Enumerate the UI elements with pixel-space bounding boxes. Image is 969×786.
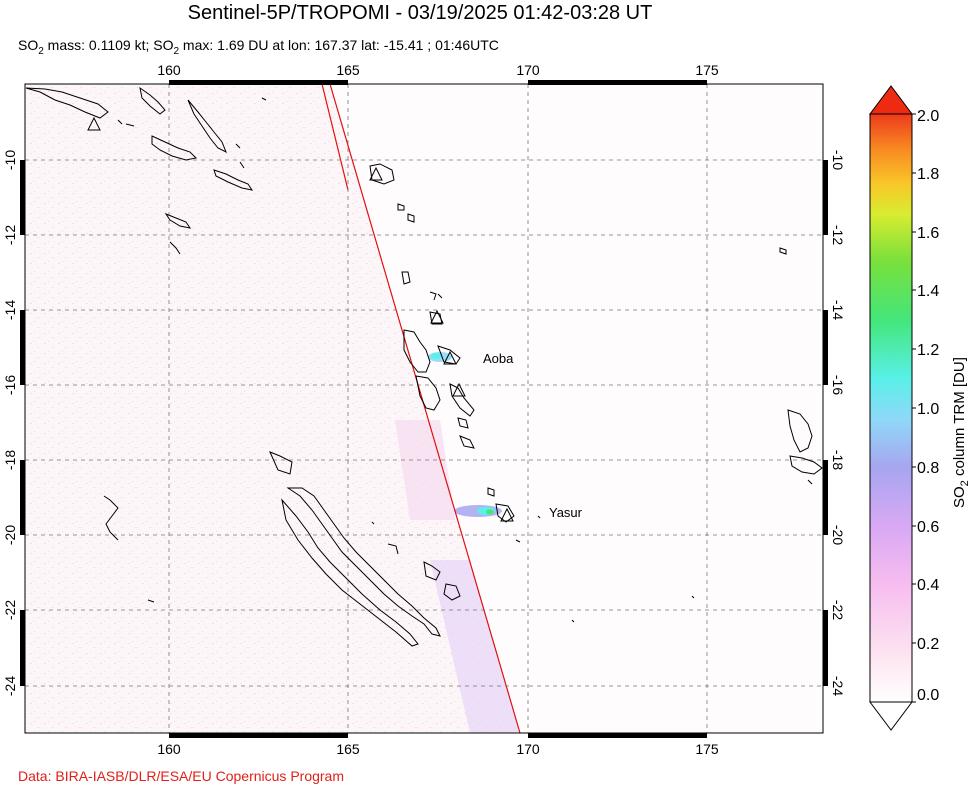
y-tick-right: -22 <box>830 600 846 620</box>
aoba-volcano-icon <box>443 350 457 365</box>
map-frame <box>24 83 824 734</box>
so2-swath <box>25 84 823 733</box>
volcano-marker-icon <box>452 382 466 397</box>
colorbar-min-arrow <box>869 701 913 731</box>
x-tick-bottom: 165 <box>336 741 360 757</box>
colorbar-gradient <box>869 113 913 703</box>
y-tick-right: -20 <box>830 525 846 545</box>
y-tick-right: -24 <box>830 676 846 696</box>
y-tick-left: -16 <box>2 375 18 395</box>
volcano-marker-icon <box>430 309 444 324</box>
colorbar-title: SO2 column TRM [DU] <box>951 357 969 508</box>
y-tick-right: -12 <box>830 225 846 245</box>
x-tick-bottom: 170 <box>516 741 540 757</box>
colorbar-tick: 1.6 <box>917 225 939 242</box>
colorbar: 0.0 0.2 0.4 0.6 0.8 1.0 1.2 1.4 1.6 1.8 … <box>869 85 969 731</box>
map-grid <box>25 84 823 733</box>
map-plot-area: Aoba Yasur 160 165 170 175 160 165 170 1… <box>2 62 846 757</box>
y-tick-right: -14 <box>830 300 846 320</box>
x-tick-top: 175 <box>695 62 719 78</box>
map-title: Sentinel-5P/TROPOMI - 03/19/2025 01:42-0… <box>188 2 653 24</box>
volcano-label-yasur: Yasur <box>549 505 583 520</box>
volcano-marker-icon <box>369 166 383 181</box>
x-tick-top: 170 <box>516 62 540 78</box>
y-tick-right: -18 <box>830 450 846 470</box>
swath-edge-line-main <box>329 83 521 734</box>
volcano-marker-icon <box>87 116 101 131</box>
map-subtitle: SO2 mass: 0.1109 kt; SO2 max: 1.69 DU at… <box>18 37 499 57</box>
y-tick-left: -10 <box>2 150 18 170</box>
volcano-label-aoba: Aoba <box>483 351 514 366</box>
colorbar-tick: 0.8 <box>917 460 939 477</box>
y-tick-left: -12 <box>2 225 18 245</box>
x-tick-top: 160 <box>157 62 181 78</box>
x-tick-top: 165 <box>336 62 360 78</box>
colorbar-tick: 0.4 <box>917 577 939 594</box>
colorbar-tick: 1.4 <box>917 283 939 300</box>
coastlines <box>25 86 823 647</box>
y-tick-left: -18 <box>2 450 18 470</box>
x-tick-bottom: 160 <box>157 741 181 757</box>
y-tick-right: -16 <box>830 375 846 395</box>
x-tick-bottom: 175 <box>695 741 719 757</box>
colorbar-tick: 0.2 <box>917 636 939 653</box>
y-tick-left: -22 <box>2 600 18 620</box>
map-border-scale <box>20 80 828 738</box>
y-tick-left: -24 <box>2 676 18 696</box>
y-tick-left: -20 <box>2 525 18 545</box>
colorbar-tick: 1.8 <box>917 166 939 183</box>
colorbar-tick: 0.6 <box>917 519 939 536</box>
colorbar-tick: 1.0 <box>917 401 939 418</box>
colorbar-max-arrow <box>869 85 913 115</box>
y-tick-right: -10 <box>830 150 846 170</box>
colorbar-tick: 2.0 <box>917 108 939 125</box>
volcano-markers <box>87 116 514 522</box>
swath-edge-line <box>321 83 349 191</box>
yasur-volcano-icon <box>500 507 514 522</box>
colorbar-tick: 0.0 <box>917 687 939 704</box>
y-tick-left: -14 <box>2 300 18 320</box>
colorbar-tick: 1.2 <box>917 342 939 359</box>
data-credit: Data: BIRA-IASB/DLR/ESA/EU Copernicus Pr… <box>18 768 344 784</box>
